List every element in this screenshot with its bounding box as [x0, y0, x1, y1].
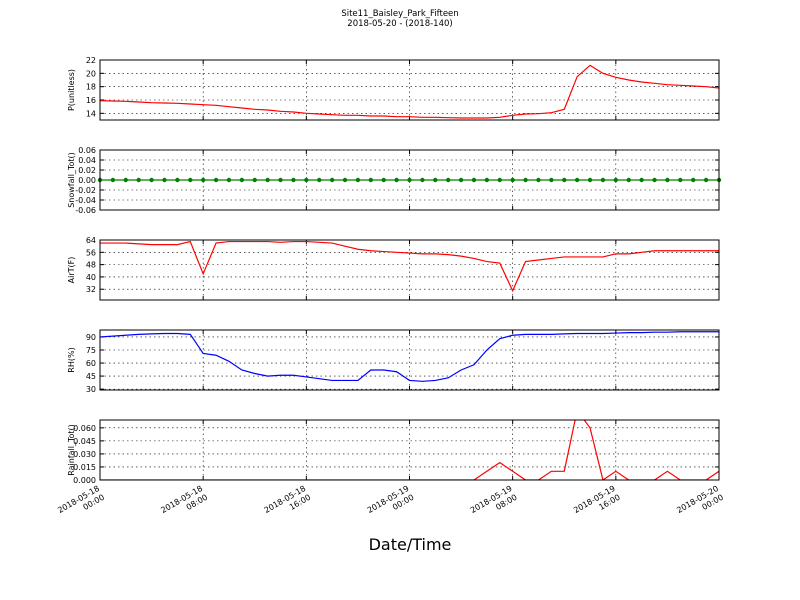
y-axis-label: RH(%) [67, 347, 76, 372]
y-tick-label: 30 [86, 385, 96, 394]
y-tick-label: -0.06 [75, 206, 96, 215]
data-point [420, 177, 425, 183]
data-point [574, 177, 580, 183]
data-point [549, 177, 554, 183]
data-point [239, 177, 245, 183]
data-point [562, 177, 567, 183]
chart-title: Site11_Baisley_Park_Fifteen [341, 9, 458, 19]
data-point [510, 177, 515, 183]
data-line [100, 64, 719, 119]
data-point [587, 177, 593, 183]
y-axis-label: AirT(F) [67, 257, 76, 284]
plot-frame [99, 59, 720, 121]
x-tick-label: 2018-05-1800:00 [56, 484, 106, 524]
data-point [600, 177, 606, 183]
data-line [100, 240, 719, 293]
data-point [613, 177, 619, 183]
data-point [175, 177, 180, 183]
data-point [381, 177, 386, 183]
data-point [200, 177, 206, 183]
y-tick-label: 48 [86, 261, 96, 270]
y-axis-label: Rainfall_Tot() [67, 424, 76, 476]
x-tick-label: 2018-05-1916:00 [572, 484, 622, 524]
data-point [252, 177, 257, 183]
y-tick-label: -0.04 [75, 196, 96, 205]
x-tick-label: 2018-05-1816:00 [263, 484, 313, 524]
y-tick-label: 40 [86, 273, 96, 282]
y-tick-label: 75 [86, 346, 96, 355]
data-point [433, 177, 438, 183]
x-tick-label: 2018-05-2000:00 [675, 484, 725, 524]
data-point [304, 177, 309, 183]
x-tick-label: 2018-05-1900:00 [366, 484, 416, 524]
data-point [652, 177, 657, 183]
data-point [291, 177, 296, 183]
plot-frame [99, 329, 720, 391]
data-point [484, 177, 490, 183]
y-tick-label: 22 [86, 56, 96, 65]
y-tick-label: 64 [86, 236, 96, 245]
x-tick-label: 2018-05-1808:00 [159, 484, 209, 524]
chart-subtitle: 2018-05-20 - (2018-140) [347, 19, 452, 29]
y-axis-label: P(unitless) [67, 69, 76, 111]
y-tick-label: 0.00 [78, 176, 96, 185]
data-point [329, 177, 335, 183]
data-point [355, 177, 361, 183]
data-point [278, 177, 283, 183]
data-point [703, 177, 709, 183]
data-point [471, 177, 477, 183]
data-point [162, 177, 167, 183]
data-point [458, 177, 464, 183]
y-tick-label: 0.06 [78, 146, 96, 155]
data-point [213, 177, 219, 183]
y-tick-label: -0.02 [75, 186, 96, 195]
data-point [265, 177, 270, 183]
y-tick-label: 18 [86, 83, 96, 92]
plot-frame [99, 239, 720, 301]
data-point [317, 177, 322, 183]
y-tick-label: 60 [86, 359, 96, 368]
data-point [368, 177, 374, 183]
y-tick-label: 0.000 [73, 476, 96, 485]
y-tick-label: 0.02 [78, 166, 96, 175]
y-tick-label: 90 [86, 333, 96, 342]
data-point [523, 177, 528, 183]
data-point [639, 177, 644, 183]
y-tick-label: 56 [86, 248, 96, 257]
y-tick-label: 14 [86, 109, 96, 118]
data-point [123, 177, 128, 183]
y-tick-label: 0.030 [73, 450, 96, 459]
data-point [691, 177, 696, 183]
x-axis-label: Date/Time [369, 535, 452, 554]
data-point [110, 177, 116, 183]
y-axis-label: Snowfall_Tot() [67, 152, 76, 208]
y-tick-label: 0.060 [73, 424, 96, 433]
data-point [665, 177, 670, 183]
y-tick-label: 0.015 [73, 463, 96, 472]
y-tick-label: 0.04 [78, 156, 96, 165]
data-point [394, 177, 399, 183]
data-point [149, 177, 154, 183]
plot-frame [99, 149, 720, 211]
data-line [100, 331, 719, 382]
plot-frame [99, 419, 720, 481]
data-point [536, 177, 541, 183]
data-point [678, 177, 683, 183]
y-tick-label: 45 [86, 372, 96, 381]
data-point [407, 177, 412, 183]
data-point [188, 177, 193, 183]
data-point [626, 177, 631, 183]
x-tick-label: 2018-05-1908:00 [469, 484, 519, 524]
y-tick-label: 0.045 [73, 437, 96, 446]
data-point [445, 177, 451, 183]
data-point [136, 177, 141, 183]
data-line [100, 420, 719, 480]
data-point [497, 177, 502, 183]
y-tick-label: 16 [86, 96, 96, 105]
y-tick-label: 20 [86, 69, 96, 78]
y-tick-label: 32 [86, 285, 96, 294]
data-point [342, 177, 348, 183]
data-point [226, 177, 232, 183]
